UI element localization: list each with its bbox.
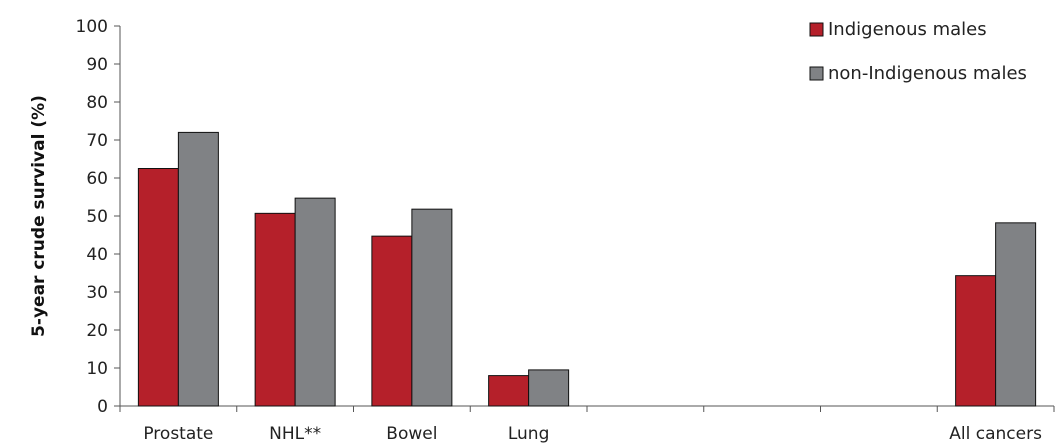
category-label: Lung (508, 424, 550, 444)
bar-indigenous (955, 275, 997, 407)
category-label: All cancers (949, 424, 1042, 444)
y-tick-label: 70 (86, 131, 108, 151)
y-axis-label: 5-year crude survival (%) (29, 95, 49, 337)
legend-swatch (809, 22, 824, 37)
y-tick-label: 0 (97, 397, 108, 417)
y-tick-label: 10 (86, 359, 108, 379)
bar-indigenous (137, 168, 179, 407)
bar-non-indigenous (528, 369, 570, 407)
legend-label: Indigenous males (828, 19, 987, 40)
y-tick-label: 80 (86, 93, 108, 113)
bar-non-indigenous (177, 131, 219, 407)
bar-non-indigenous (411, 208, 453, 407)
legend-swatch (809, 66, 824, 81)
category-label: Bowel (386, 424, 437, 444)
category-label: Prostate (143, 424, 213, 444)
y-tick-label: 40 (86, 245, 108, 265)
bars (137, 131, 1037, 407)
y-tick-label: 100 (76, 17, 108, 37)
y-axis-ticks: 0 10 20 30 40 50 60 70 80 90 100 (76, 17, 120, 417)
category-labels: Prostate NHL** Bowel Lung All cancers (143, 424, 1042, 444)
y-tick-label: 30 (86, 283, 108, 303)
y-tick-label: 20 (86, 321, 108, 341)
y-tick-label: 90 (86, 55, 108, 75)
y-tick-label: 60 (86, 169, 108, 189)
category-label: NHL** (269, 424, 321, 444)
x-axis-ticks (119, 406, 1055, 412)
bar-indigenous (371, 235, 413, 407)
legend-label: non-Indigenous males (828, 63, 1027, 84)
bar-indigenous (254, 212, 296, 407)
bar-non-indigenous (294, 197, 336, 407)
y-tick-label: 50 (86, 207, 108, 227)
legend: Indigenous males non-Indigenous males (809, 19, 1027, 84)
bar-non-indigenous (995, 222, 1037, 407)
bar-indigenous (488, 375, 530, 407)
